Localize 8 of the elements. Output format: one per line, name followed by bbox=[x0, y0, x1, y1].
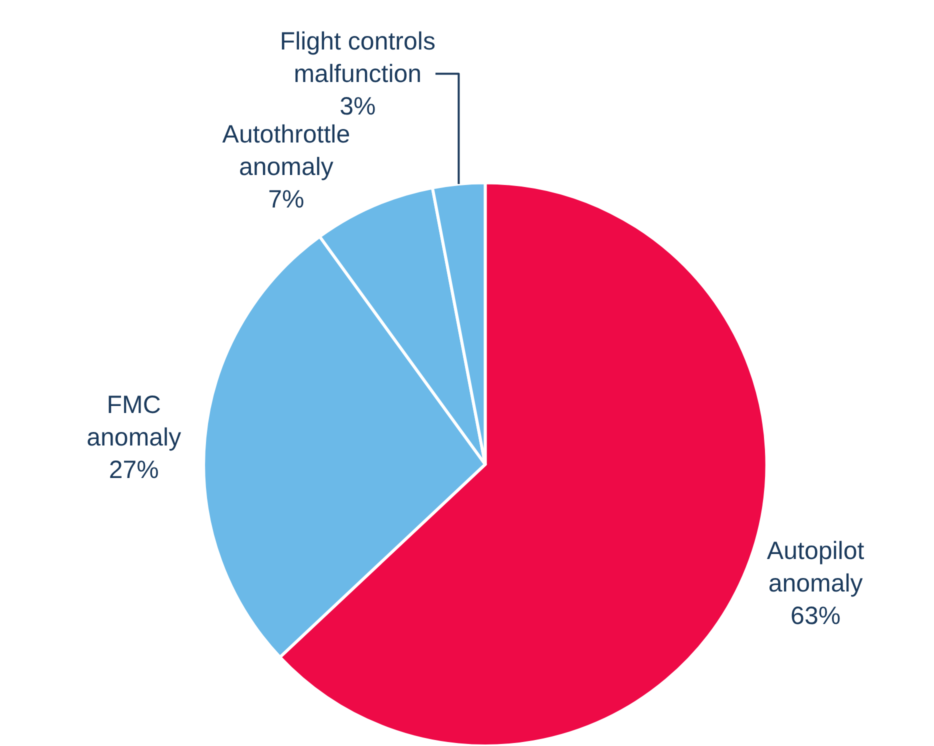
slice-label: Autopilot anomaly bbox=[766, 537, 864, 598]
data-label: 3% bbox=[340, 92, 376, 120]
data-label: 63% bbox=[790, 602, 841, 630]
slice-label: FMC anomaly bbox=[86, 390, 182, 452]
slice-label: Autothrottle anomaly bbox=[222, 120, 350, 181]
data-label: 27% bbox=[108, 456, 159, 484]
slice-label: Flight controls malfunction bbox=[280, 27, 436, 88]
data-label: 7% bbox=[268, 185, 304, 214]
